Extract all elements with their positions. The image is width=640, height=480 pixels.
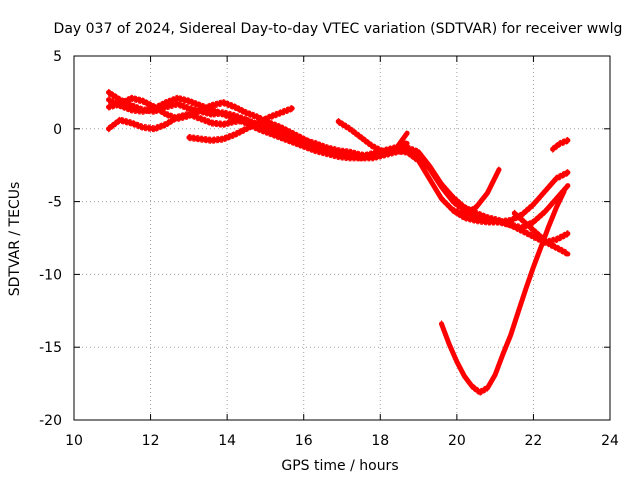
x-tick-label: 20 — [448, 433, 466, 449]
x-tick-label: 10 — [65, 433, 83, 449]
series-track-9-markers-upper — [552, 136, 569, 147]
series-track-9-markers-lower — [552, 142, 569, 153]
y-tick-label: -15 — [39, 340, 62, 356]
series-track-6 — [335, 119, 410, 155]
series-track-3-markers-lower — [108, 100, 569, 246]
series-track-7 — [450, 167, 502, 218]
axis-ticks: 10 12 14 16 18 20 22 24 5 0 -5 -10 -15 -20 — [39, 49, 619, 449]
series-track-10-markers-upper — [441, 187, 565, 390]
x-tick-label: 14 — [218, 433, 236, 449]
x-tick-label: 22 — [525, 433, 543, 449]
series-track-6-markers-lower — [337, 124, 408, 156]
series-track-5 — [186, 105, 295, 143]
plot-frame — [73, 55, 611, 421]
y-axis-label: SDTVAR / TECUs — [7, 182, 23, 297]
series-track-10 — [439, 188, 567, 395]
series-track-9 — [550, 137, 571, 152]
series-track-7-markers-lower — [452, 172, 500, 219]
y-tick-label: -20 — [39, 413, 62, 429]
series-track-10-markers-lower — [441, 193, 565, 396]
y-tick-label: 0 — [53, 122, 62, 138]
y-tick-label: -10 — [39, 267, 62, 283]
y-tick-label: 5 — [53, 49, 62, 65]
x-tick-label: 16 — [295, 433, 313, 449]
series-track-2-markers-lower — [108, 100, 569, 226]
series-track-5-markers-lower — [188, 110, 293, 144]
x-tick-label: 18 — [371, 433, 389, 449]
series-track-5-markers-upper — [188, 104, 293, 138]
x-tick-label: 24 — [601, 433, 619, 449]
series-track-4-markers-upper — [108, 110, 569, 226]
series-track-6-markers-upper — [337, 118, 408, 150]
chart-title: Day 037 of 2024, Sidereal Day-to-day VTE… — [54, 21, 623, 37]
series-track-4-markers-lower — [108, 116, 569, 232]
series-track-4 — [106, 111, 571, 231]
data-traces — [106, 88, 571, 396]
x-axis-label: GPS time / hours — [281, 458, 398, 474]
series-track-7-markers-upper — [452, 166, 500, 213]
y-tick-label: -5 — [48, 195, 62, 211]
x-tick-label: 12 — [142, 433, 160, 449]
